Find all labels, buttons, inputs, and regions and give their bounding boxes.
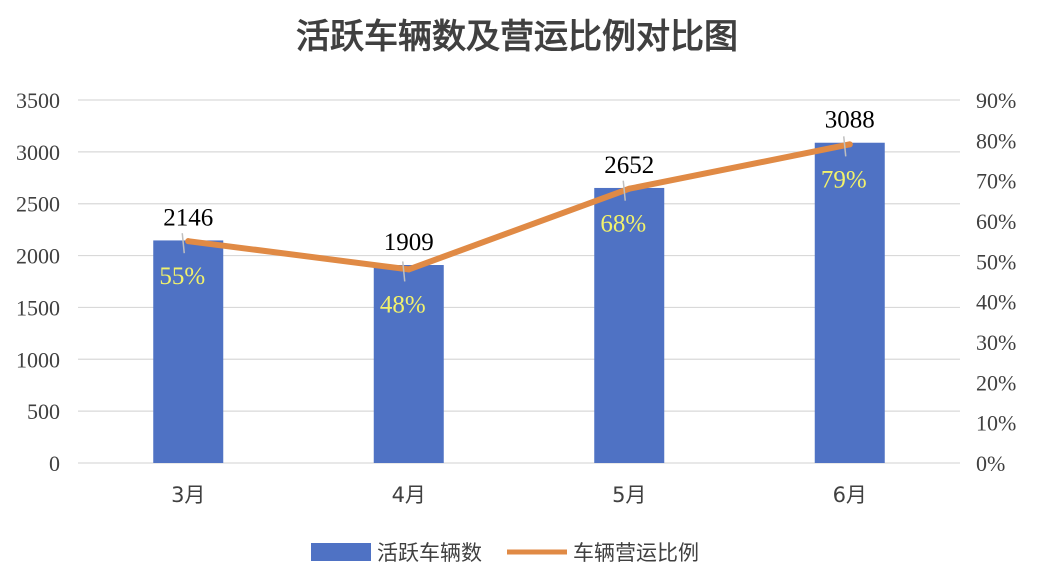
bar-value-label: 3088	[825, 107, 875, 134]
leader-line	[402, 261, 406, 282]
leader-line	[181, 233, 185, 254]
category-label: 6月	[833, 483, 867, 507]
legend: 活跃车辆数 车辆营运比例	[311, 541, 699, 565]
line-value-label: 79%	[821, 166, 867, 193]
left-tick-label: 2500	[16, 192, 60, 217]
line-value-label: 68%	[600, 211, 646, 238]
legend-label-bar: 活跃车辆数	[377, 541, 482, 565]
line-value-label: 55%	[159, 263, 205, 290]
left-axis: 0 500 1000 1500 2000 2500 3000 3500	[16, 88, 60, 476]
right-tick-label: 20%	[976, 370, 1016, 395]
legend-label-line: 车辆营运比例	[573, 541, 699, 565]
leader-line	[843, 136, 847, 157]
bar-value-label: 1909	[384, 229, 434, 256]
bar	[814, 142, 885, 463]
right-tick-label: 70%	[976, 169, 1016, 194]
left-tick-label: 1000	[16, 347, 60, 372]
category-label: 3月	[171, 483, 205, 507]
right-tick-label: 90%	[976, 88, 1016, 113]
left-tick-label: 0	[49, 451, 60, 476]
bar	[153, 240, 224, 463]
left-tick-label: 3500	[16, 88, 60, 113]
line-value-label: 48%	[380, 291, 426, 318]
right-tick-label: 30%	[976, 330, 1016, 355]
right-tick-label: 60%	[976, 209, 1016, 234]
line-series: 55% 48% 68% 79%	[159, 136, 867, 318]
legend-swatch-bar	[311, 543, 371, 561]
bar-value-label: 2652	[604, 152, 654, 179]
right-axis: 0% 10% 20% 30% 40% 50% 60% 70% 80% 90%	[976, 88, 1016, 476]
grid-lines	[78, 99, 960, 464]
right-tick-label: 0%	[976, 451, 1005, 476]
bar-series: 2146 1909 2652 3088	[153, 107, 885, 463]
right-tick-label: 50%	[976, 249, 1016, 274]
right-tick-label: 40%	[976, 290, 1016, 315]
line-point	[185, 238, 192, 245]
line-point	[405, 266, 412, 273]
category-label: 5月	[612, 483, 646, 507]
right-tick-label: 80%	[976, 128, 1016, 153]
bar-value-label: 2146	[163, 204, 213, 231]
bar	[373, 265, 444, 463]
bar	[594, 187, 665, 463]
line-point	[846, 141, 853, 148]
chart-title: 活跃车辆数及营运比例对比图	[296, 17, 738, 57]
left-tick-label: 3000	[16, 140, 60, 165]
series-line	[185, 141, 853, 273]
leader-line	[622, 180, 626, 201]
line-point	[626, 185, 633, 192]
left-tick-label: 2000	[16, 244, 60, 269]
category-label: 4月	[392, 483, 426, 507]
category-axis: 3月 4月 5月 6月	[171, 483, 867, 507]
left-tick-label: 1500	[16, 295, 60, 320]
left-tick-label: 500	[27, 399, 60, 424]
right-tick-label: 10%	[976, 411, 1016, 436]
